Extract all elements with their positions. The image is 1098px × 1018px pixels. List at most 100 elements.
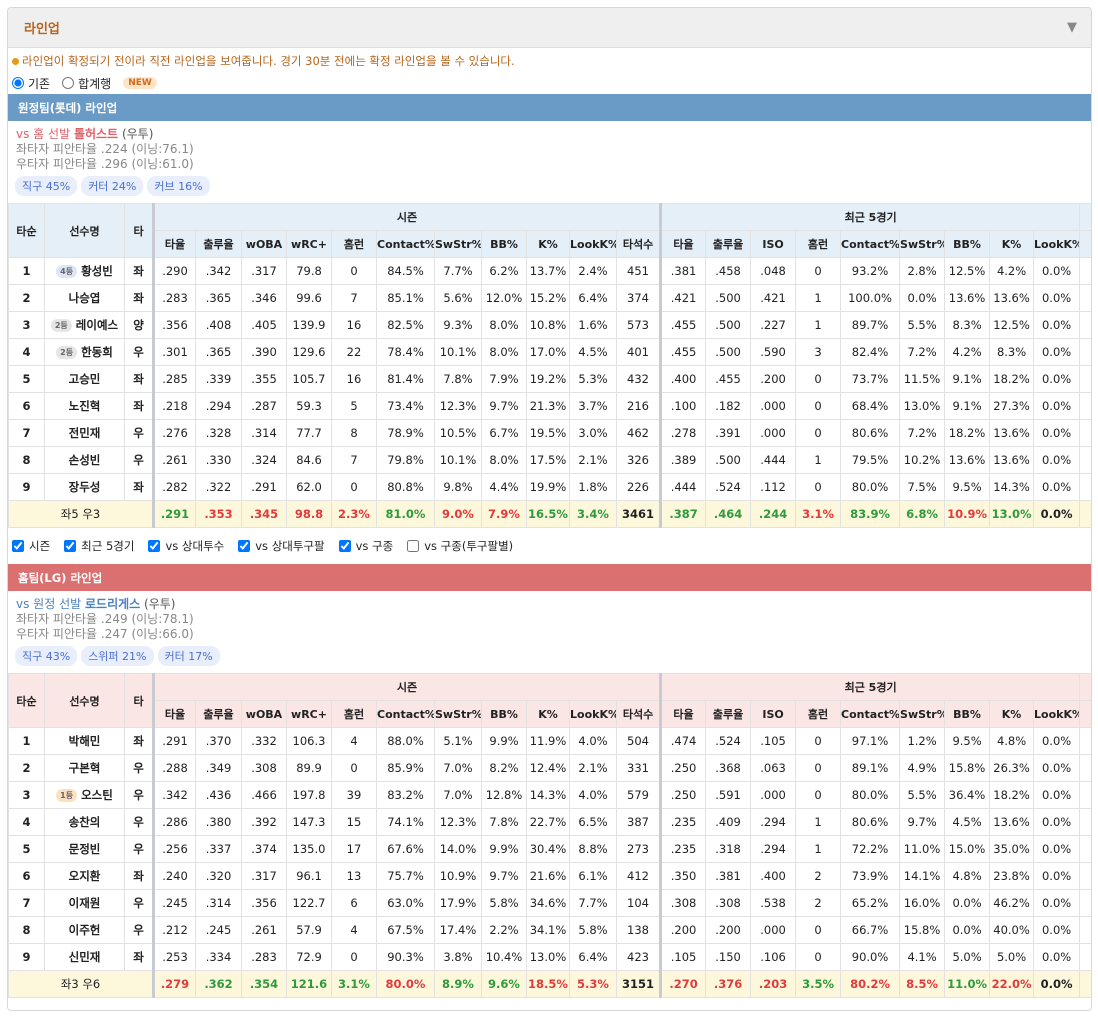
player-name: 구본혁 [44,754,125,782]
name[interactable]: 구본혁 [68,761,101,775]
name[interactable]: 이주헌 [68,923,101,937]
name[interactable]: 전민재 [68,426,101,440]
recent-stat: .048 [750,257,797,285]
name[interactable]: 고승민 [68,372,101,386]
season-stat: .294 [195,392,242,420]
recent-stat: .100 [660,392,707,420]
panel-header[interactable]: 라인업 ▼ [8,8,1091,48]
name[interactable]: 노진혁 [68,399,101,413]
recent-stat: .105 [750,727,797,755]
filters: 시즌 최근 5경기 vs 상대투수 vs 상대투구팔 vs 구종 vs 구종(투구팔별) [8,528,1091,564]
season-stat: .317 [241,862,287,890]
recent-stat: 100.0% [840,284,901,312]
recent-stat: 13.0% [899,392,946,420]
season-stat: 10.5% [434,419,482,447]
recent-stat: 4.1% [899,943,946,971]
recent-stat: .308 [660,889,707,917]
season-stat: 12.0% [481,284,527,312]
season-stat: .317 [241,257,287,285]
season-stat: 34.1% [526,916,570,944]
checkbox[interactable] [338,540,351,552]
checkbox[interactable] [12,540,24,552]
season-stat: .374 [241,835,287,863]
season-stat: .355 [241,365,287,393]
season-stat: .287 [241,392,287,420]
season-stat: 7.7% [569,889,617,917]
name[interactable]: 오스틴 [81,788,113,802]
season-stat: 5 [331,392,377,420]
name[interactable]: 나승엽 [68,291,101,305]
recent-stat: 0 [795,473,842,501]
recent-stat: 5.5% [899,781,946,809]
season-stat: 10.8% [526,311,570,339]
split-line: 좌타자 피안타율 .224 (이닝:76.1) [16,142,194,156]
cut-cell [1079,916,1091,944]
filter[interactable]: 시즌 [12,538,50,554]
recent-stat: 97.1% [840,727,901,755]
season-stat: 59.3 [286,392,332,420]
recent-stat: 13.6% [944,284,991,312]
season-stat: 74.1% [376,808,435,836]
filter[interactable]: 최근 5경기 [64,538,134,554]
name[interactable]: 문정빈 [68,842,101,856]
season-stat: 0 [331,257,377,285]
filter[interactable]: vs 상대투구팔 [238,538,325,554]
radio[interactable] [62,77,75,89]
batting-order: 6 [8,862,45,890]
filter[interactable]: vs 구종 [338,538,393,554]
name[interactable]: 이재원 [68,896,101,910]
season-stat: 9.7% [481,392,527,420]
pitcher-name[interactable]: 로드리게스 [84,597,141,611]
filter[interactable]: vs 상대투수 [148,538,224,554]
view-option[interactable]: 합계행 [62,75,111,92]
total-recent: .270 [660,970,707,998]
name[interactable]: 박해민 [68,734,101,748]
column-header: K% [989,230,1035,258]
recent-stat: .000 [750,781,797,809]
recent-stat: 46.2% [989,889,1035,917]
bat-hand: 우 [124,835,155,863]
season-stat: 122.7 [286,889,332,917]
total-row: 좌5 우3.291.353.345 98.8 2.3% 81.0% 9.0% 7.9% 16… [8,500,1091,528]
season-stat: .466 [241,781,287,809]
season-stat: .356 [153,311,196,339]
cut-cell [1079,311,1091,339]
recent-stat: 1 [795,311,842,339]
total-recent: 10.9% [944,500,991,528]
recent-stat: 0.0% [1033,943,1081,971]
cut-cell [1079,473,1091,501]
view-option[interactable]: 기존 [12,75,50,92]
season-stat: .346 [241,284,287,312]
name[interactable]: 한동희 [81,345,113,359]
radio[interactable] [12,77,24,89]
column-header: BB% [944,230,991,258]
collapse-toggle[interactable]: ▼ [1067,20,1077,35]
season-stat: 3.7% [569,392,617,420]
name[interactable]: 황성빈 [81,264,113,278]
name[interactable]: 손성빈 [68,453,101,467]
recent-stat: 0.0% [1033,257,1081,285]
name[interactable]: 레이예스 [75,318,119,332]
season-stat: 451 [615,257,663,285]
season-stat: 4.0% [569,727,617,755]
checkbox[interactable] [64,540,77,552]
bat-hand: 좌 [124,862,155,890]
column-header: BB% [481,230,527,258]
name[interactable]: 오지환 [68,869,101,883]
pitcher-name[interactable]: 톨허스트 [73,127,119,141]
recent-stat: .590 [750,338,797,366]
season-stat: 81.4% [376,365,435,393]
checkbox[interactable] [407,540,420,552]
recent-stat: .409 [705,808,752,836]
table-wrap: 타순 선수명 타 시즌 최근 5경기 타율 출루율 wOBA wRC+ 홈런 Contact% SwS… [8,203,1091,528]
filter[interactable]: vs 구종(투구팔별) [407,538,513,554]
name[interactable]: 장두성 [68,480,101,494]
total-season: .279 [153,970,196,998]
recent-stat: .500 [705,311,752,339]
checkbox[interactable] [238,540,251,552]
name[interactable]: 신민재 [68,950,101,964]
checkbox[interactable] [148,540,161,552]
season-stat: 3.8% [434,943,482,971]
season-stat: .291 [153,727,196,755]
name[interactable]: 송찬의 [68,815,101,829]
